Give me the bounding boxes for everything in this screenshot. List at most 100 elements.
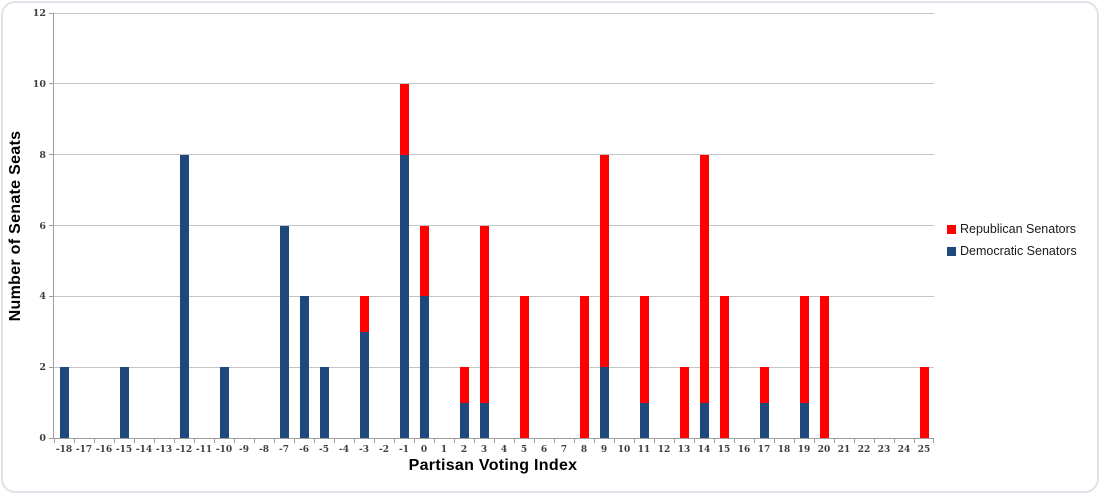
bar-segment-republican [679, 367, 689, 438]
x-axis-tick-mark [914, 439, 915, 443]
x-tick-label: -3 [359, 445, 369, 455]
bar-segment-republican [919, 367, 929, 438]
bar-segment-democratic [399, 154, 409, 438]
bar-segment-democratic [359, 331, 369, 438]
bar-segment-republican [459, 367, 469, 403]
bar-segment-republican [799, 296, 809, 403]
x-axis-tick-mark [514, 439, 515, 443]
x-tick-label: -18 [55, 445, 73, 455]
y-axis-tick-mark [49, 83, 53, 85]
y-tick-label: 0 [39, 433, 46, 444]
x-axis-tick-mark [933, 439, 934, 443]
bar-segment-republican [419, 225, 429, 297]
x-tick-label: 19 [797, 445, 811, 455]
bar-pvi-9 [599, 154, 609, 438]
gridline [54, 12, 934, 14]
gridline [54, 154, 934, 156]
x-axis-tick-mark [114, 439, 115, 443]
y-tick-label: 12 [32, 8, 46, 19]
x-axis-tick-mark [754, 439, 755, 443]
bar-pvi-14 [699, 154, 709, 438]
bar-pvi--18 [59, 367, 69, 438]
bar-pvi-25 [919, 367, 929, 438]
x-axis-tick-mark [134, 439, 135, 443]
y-tick-label: 8 [39, 149, 46, 161]
bar-segment-republican [819, 296, 829, 438]
plot-area: 0 2 4 6 8 10 12 -18 -17 -16 -15 -14 -13 -12 -11 -10 -9 -8… [33, 8, 934, 455]
x-axis-tick-mark [254, 439, 255, 443]
bar-segment-republican [519, 296, 529, 438]
x-tick-label: 21 [837, 445, 851, 455]
x-axis-tick-mark [494, 439, 495, 443]
x-axis-tick-mark [434, 439, 435, 443]
x-axis-tick-mark [194, 439, 195, 443]
x-tick-label: 20 [817, 445, 831, 455]
legend: Republican Senators Democratic Senators [947, 222, 1077, 258]
bar-pvi-19 [799, 296, 809, 438]
x-tick-label: 8 [580, 445, 588, 455]
x-tick-label: -2 [379, 445, 389, 455]
bar-pvi--6 [299, 296, 309, 438]
x-tick-label: 16 [737, 445, 751, 455]
bar-segment-republican [639, 296, 649, 403]
x-axis-tick-mark [654, 439, 655, 443]
bar-segment-republican [579, 296, 589, 438]
x-axis-tick-mark [54, 439, 55, 443]
x-tick-label: 14 [697, 445, 711, 455]
x-tick-label: -14 [135, 445, 153, 455]
x-axis-tick-mark [714, 439, 715, 443]
gridline [54, 295, 934, 297]
bar-pvi-17 [759, 367, 769, 438]
bar-pvi--1 [399, 83, 409, 438]
bar-segment-democratic [319, 367, 329, 438]
x-axis-tick-mark [694, 439, 695, 443]
bar-pvi--3 [359, 296, 369, 438]
x-axis-tick-mark [154, 439, 155, 443]
x-tick-label: 3 [480, 445, 488, 455]
legend-label-republican: Republican Senators [960, 222, 1077, 236]
x-tick-label: -17 [75, 445, 93, 455]
x-tick-label: 6 [540, 445, 548, 455]
gridline [54, 366, 934, 368]
x-tick-label: 25 [917, 445, 931, 455]
bar-segment-democratic [219, 367, 229, 438]
x-axis-tick-mark [394, 439, 395, 443]
bar-segment-democratic [759, 402, 769, 438]
y-axis-tick-mark [49, 12, 53, 14]
bar-pvi-3 [479, 225, 489, 438]
x-axis-tick-mark [174, 439, 175, 443]
x-tick-label: 23 [877, 445, 891, 455]
bar-segment-democratic [799, 402, 809, 438]
x-tick-label: 2 [460, 445, 468, 455]
x-tick-label: 0 [420, 445, 428, 455]
bar-pvi-2 [459, 367, 469, 438]
x-tick-label: -12 [175, 445, 193, 455]
x-axis-tick-mark [614, 439, 615, 443]
bar-pvi-8 [579, 296, 589, 438]
x-axis-tick-mark [314, 439, 315, 443]
x-tick-label: 24 [897, 445, 911, 455]
bar-pvi--5 [319, 367, 329, 438]
bar-segment-democratic [119, 367, 129, 438]
x-axis-tick-mark [374, 439, 375, 443]
y-tick-label: 4 [39, 291, 46, 303]
x-tick-label: 18 [777, 445, 791, 455]
x-axis-tick-mark [214, 439, 215, 443]
bar-pvi-15 [719, 296, 729, 438]
y-axis-tick-mark [49, 225, 53, 226]
x-axis-tick-mark [774, 439, 775, 443]
y-tick-label: 2 [39, 362, 46, 374]
x-tick-label: -13 [155, 445, 173, 455]
x-tick-label: 12 [657, 445, 671, 455]
x-axis-tick-mark [234, 439, 235, 443]
y-tick-label: 10 [32, 78, 46, 90]
x-tick-label: 11 [637, 445, 651, 455]
x-tick-label: -7 [279, 445, 289, 455]
x-tick-label: 15 [717, 445, 731, 455]
x-tick-label: -10 [215, 445, 233, 455]
bar-segment-republican [359, 296, 369, 332]
x-tick-label: -11 [195, 445, 213, 455]
bar-segment-democratic [419, 296, 429, 438]
legend-item-republican: Republican Senators [947, 222, 1077, 236]
x-tick-label: -9 [239, 445, 249, 455]
